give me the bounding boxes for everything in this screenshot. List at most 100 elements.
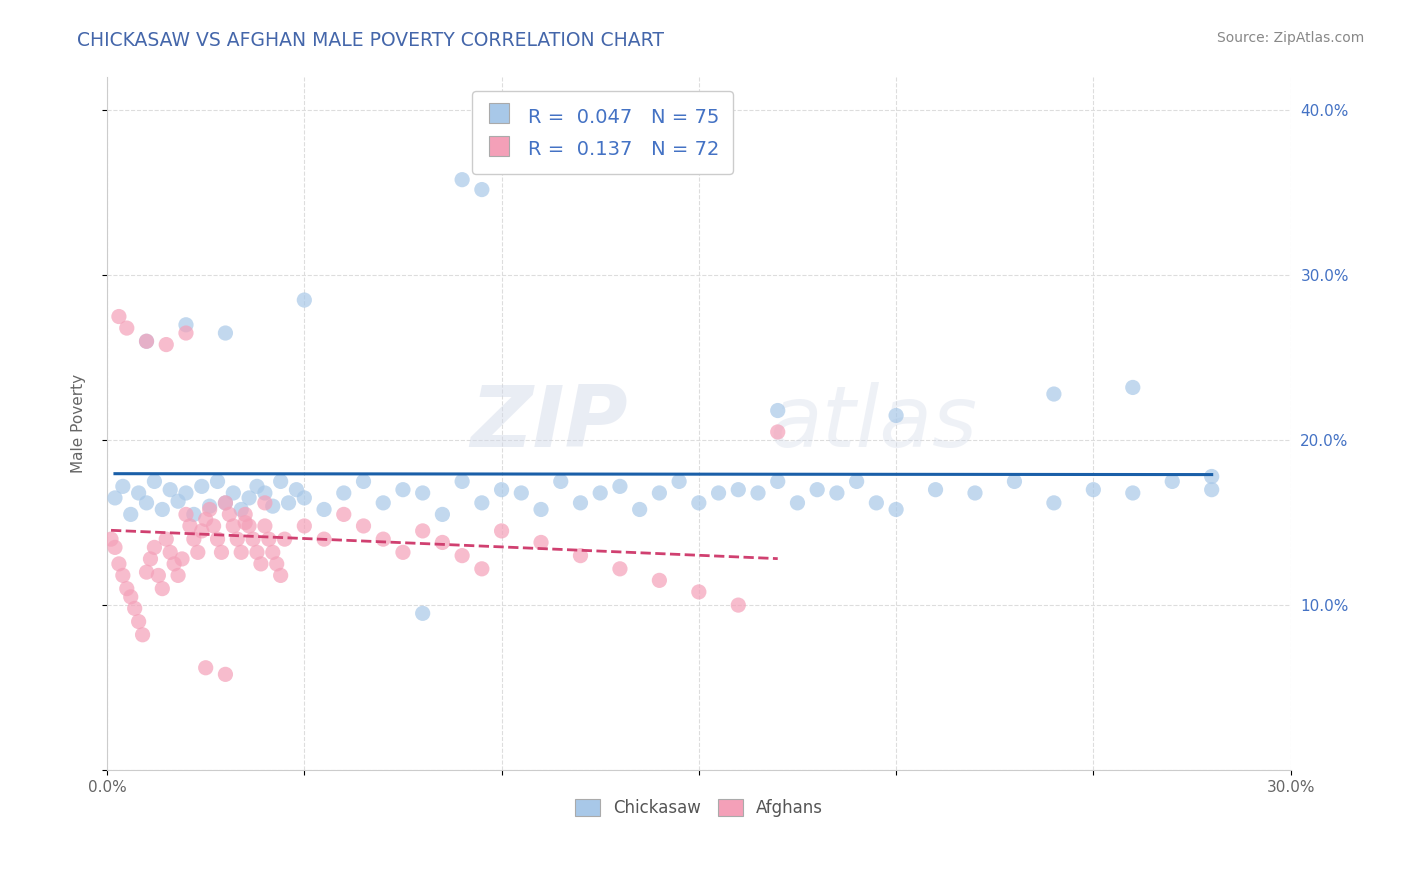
Point [242, 532, 264, 546]
Point [167, 494, 190, 508]
Point [148, 568, 170, 582]
Point [510, 486, 533, 500]
Point [412, 607, 434, 621]
Point [253, 496, 276, 510]
Y-axis label: Male Poverty: Male Poverty [72, 374, 86, 474]
Point [530, 502, 553, 516]
Point [373, 496, 395, 510]
Point [589, 486, 612, 500]
Point [250, 557, 273, 571]
Point [766, 425, 789, 439]
Point [292, 519, 315, 533]
Point [569, 549, 592, 563]
Point [766, 403, 789, 417]
Point [163, 557, 186, 571]
Point [202, 519, 225, 533]
Point [183, 508, 205, 522]
Point [262, 545, 284, 559]
Point [312, 532, 335, 546]
Point [806, 483, 828, 497]
Point [198, 499, 221, 513]
Point [214, 667, 236, 681]
Point [845, 475, 868, 489]
Point [648, 486, 671, 500]
Point [392, 545, 415, 559]
Point [100, 532, 122, 546]
Point [214, 326, 236, 340]
Point [104, 541, 127, 555]
Point [312, 502, 335, 516]
Point [246, 479, 269, 493]
Point [179, 519, 201, 533]
Point [1004, 475, 1026, 489]
Point [238, 519, 260, 533]
Point [707, 486, 730, 500]
Point [292, 491, 315, 505]
Point [104, 491, 127, 505]
Point [266, 557, 288, 571]
Point [143, 475, 166, 489]
Point [786, 496, 808, 510]
Point [688, 585, 710, 599]
Point [628, 502, 651, 516]
Point [111, 568, 134, 582]
Point [285, 483, 308, 497]
Point [226, 532, 249, 546]
Point [1083, 483, 1105, 497]
Point [277, 496, 299, 510]
Point [211, 545, 233, 559]
Point [131, 628, 153, 642]
Text: CHICKASAW VS AFGHAN MALE POVERTY CORRELATION CHART: CHICKASAW VS AFGHAN MALE POVERTY CORRELA… [77, 31, 664, 50]
Point [668, 475, 690, 489]
Point [115, 582, 138, 596]
Point [747, 486, 769, 500]
Text: Source: ZipAtlas.com: Source: ZipAtlas.com [1216, 31, 1364, 45]
Text: atlas: atlas [770, 382, 977, 466]
Point [1201, 469, 1223, 483]
Point [159, 483, 181, 497]
Point [1043, 387, 1066, 401]
Point [963, 486, 986, 500]
Point [139, 552, 162, 566]
Point [150, 582, 173, 596]
Point [257, 532, 280, 546]
Point [1201, 483, 1223, 497]
Point [471, 183, 494, 197]
Point [170, 552, 193, 566]
Point [155, 532, 177, 546]
Point [207, 475, 229, 489]
Point [143, 541, 166, 555]
Point [1161, 475, 1184, 489]
Point [214, 496, 236, 510]
Point [231, 502, 253, 516]
Point [392, 483, 415, 497]
Point [174, 486, 197, 500]
Point [246, 545, 269, 559]
Point [194, 661, 217, 675]
Point [174, 326, 197, 340]
Point [194, 512, 217, 526]
Point [198, 502, 221, 516]
Point [238, 491, 260, 505]
Point [108, 557, 131, 571]
Point [412, 524, 434, 538]
Point [333, 508, 356, 522]
Point [207, 532, 229, 546]
Point [128, 615, 150, 629]
Point [174, 508, 197, 522]
Point [727, 483, 749, 497]
Point [190, 524, 212, 538]
Point [491, 483, 513, 497]
Point [432, 535, 454, 549]
Point [609, 562, 631, 576]
Point [924, 483, 946, 497]
Point [111, 479, 134, 493]
Point [222, 486, 245, 500]
Point [333, 486, 356, 500]
Point [353, 475, 375, 489]
Point [253, 519, 276, 533]
Point [727, 598, 749, 612]
Point [825, 486, 848, 500]
Point [530, 535, 553, 549]
Point [159, 545, 181, 559]
